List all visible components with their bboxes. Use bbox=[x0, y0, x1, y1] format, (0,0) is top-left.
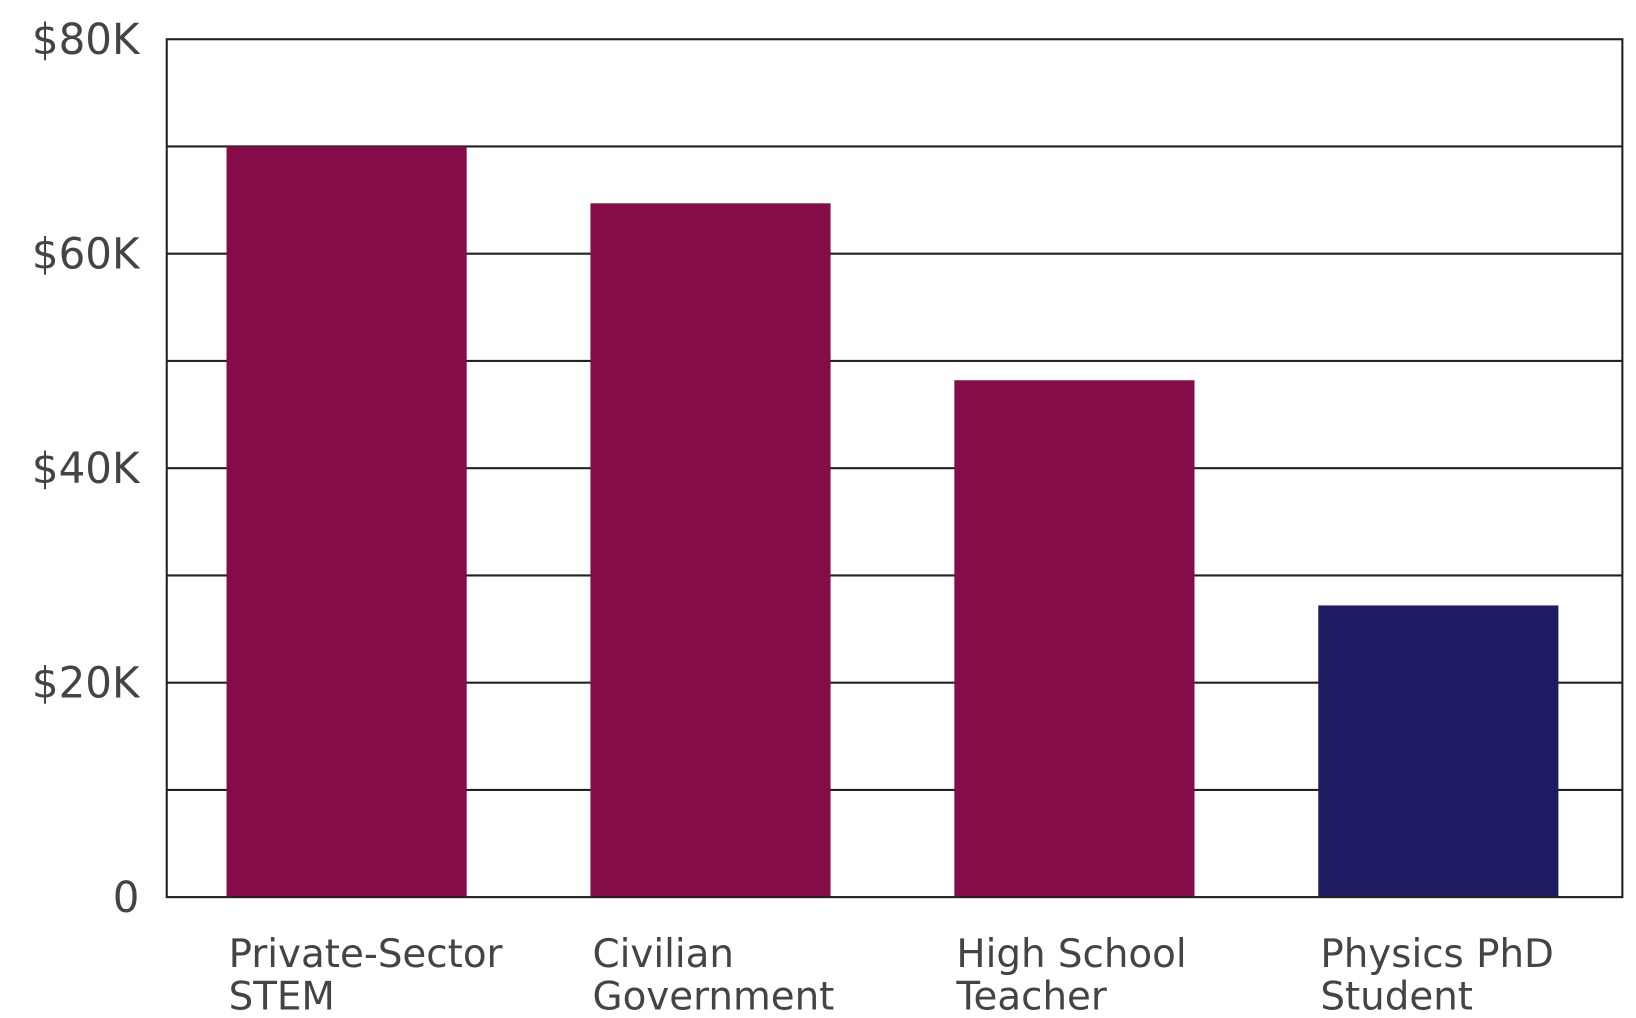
x-tick-label: Student bbox=[1320, 974, 1473, 1018]
y-tick-label: $80K bbox=[32, 15, 141, 64]
bar bbox=[226, 146, 467, 898]
bars bbox=[226, 146, 1559, 898]
y-tick-label: 0 bbox=[113, 873, 140, 922]
x-tick-label: Teacher bbox=[955, 974, 1107, 1018]
x-tick-label: Private-Sector bbox=[229, 932, 504, 977]
plot-frame bbox=[165, 38, 1624, 899]
y-tick-label: $60K bbox=[32, 229, 141, 278]
bar bbox=[1318, 605, 1559, 898]
bar bbox=[590, 203, 831, 898]
x-tick-label: Government bbox=[593, 974, 835, 1018]
x-tick-label: High School bbox=[956, 932, 1186, 977]
x-tick-label: STEM bbox=[229, 974, 335, 1018]
x-tick-label: Physics PhD bbox=[1320, 932, 1554, 977]
y-axis-ticks: 0 $20K $40K $60K $80K bbox=[32, 15, 141, 922]
y-tick-label: $40K bbox=[32, 444, 141, 493]
y-tick-label: $20K bbox=[32, 658, 141, 707]
bar bbox=[954, 380, 1195, 898]
x-tick-label: Civilian bbox=[593, 932, 734, 977]
